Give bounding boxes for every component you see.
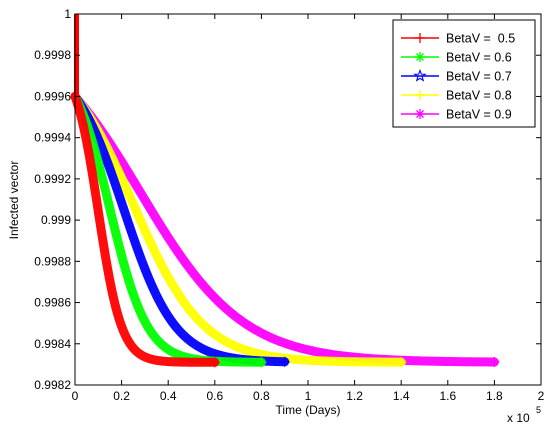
x-tick-label: 1.4 — [393, 389, 410, 403]
legend: BetaV = 0.5 BetaV = 0.6 BetaV = 0.7 BetaV =… — [392, 19, 536, 128]
y-tick-label: 0.9996 — [34, 89, 71, 103]
x-tick-label: 2 — [538, 389, 545, 403]
y-tick-label: 0.9998 — [34, 48, 71, 62]
legend-entry: BetaV = 0.8 — [401, 89, 512, 103]
legend-marker — [416, 53, 424, 61]
x-tick-label: 0.2 — [113, 389, 130, 403]
y-axis-label: Infected vector — [7, 161, 21, 240]
legend-entry: BetaV = 0.9 — [401, 108, 512, 122]
x-multiplier: x 10 5 — [507, 405, 541, 425]
legend-marker — [416, 110, 424, 118]
legend-marker — [413, 68, 427, 82]
x-multiplier-exponent: 5 — [536, 405, 541, 415]
x-axis: 0 0.2 0.4 0.6 0.8 1 1.2 1.4 1.6 1.8 2 — [72, 14, 545, 403]
y-tick-label: 0.999 — [41, 213, 71, 227]
y-tick-label: 0.9988 — [34, 254, 71, 268]
legend-entry: BetaV = 0.5 — [401, 32, 515, 46]
legend-label: BetaV = 0.9 — [446, 108, 512, 122]
legend-label: BetaV = 0.8 — [446, 89, 512, 103]
x-multiplier-label: x 10 — [507, 411, 530, 425]
y-tick-label: 0.9992 — [34, 172, 71, 186]
y-tick-label: 1 — [64, 7, 71, 21]
series-line — [70, 91, 220, 367]
x-axis-label: Time (Days) — [276, 403, 341, 417]
y-tick-label: 0.9986 — [34, 296, 71, 310]
legend-label: BetaV = 0.7 — [446, 70, 512, 84]
x-tick-label: 1.6 — [439, 389, 456, 403]
y-tick-label: 0.9982 — [34, 378, 71, 392]
series-line — [70, 91, 406, 367]
x-tick-label: 0.8 — [253, 389, 270, 403]
x-tick-label: 0.6 — [206, 389, 223, 403]
series-line — [70, 91, 266, 367]
series-layer — [70, 14, 500, 368]
series-line — [70, 91, 499, 367]
x-tick-label: 1 — [305, 389, 312, 403]
legend-label: BetaV = 0.5 — [446, 32, 515, 46]
legend-entry: BetaV = 0.7 — [401, 68, 512, 84]
x-tick-label: 0 — [72, 389, 79, 403]
x-tick-label: 0.4 — [160, 389, 177, 403]
x-tick-label: 1.2 — [346, 389, 363, 403]
legend-label: BetaV = 0.6 — [446, 51, 512, 65]
y-axis: 0.9982 0.9984 0.9986 0.9988 0.999 0.9992 0.999… — [34, 7, 541, 392]
y-tick-label: 0.9984 — [34, 337, 71, 351]
x-tick-label: 1.8 — [486, 389, 503, 403]
y-tick-label: 0.9994 — [34, 131, 71, 145]
legend-entry: BetaV = 0.6 — [401, 51, 512, 65]
